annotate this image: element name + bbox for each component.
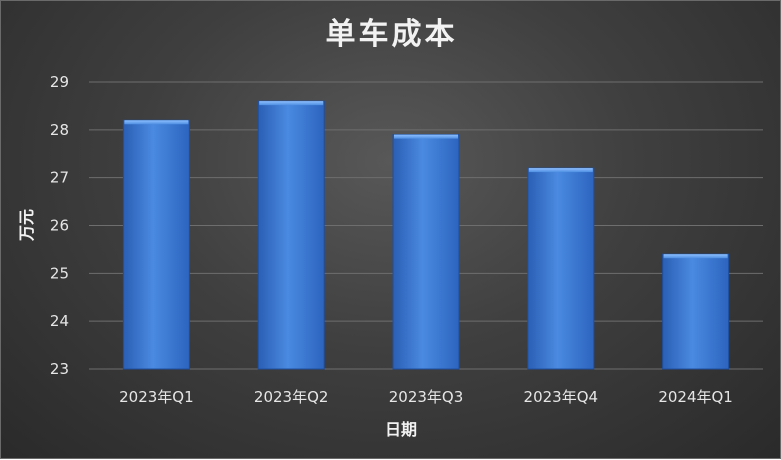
y-tick-labels: 23 24 25 26 27 28 29 <box>50 73 69 378</box>
y-axis-title: 万元 <box>17 209 36 242</box>
bar <box>392 134 460 370</box>
bars <box>122 100 730 370</box>
x-tick-label: 2023年Q3 <box>389 388 464 406</box>
x-tick-labels: 2023年Q1 2023年Q2 2023年Q3 2023年Q4 2024年Q1 <box>119 388 733 406</box>
y-tick-label: 26 <box>50 217 69 235</box>
bar-top-highlight <box>124 120 189 125</box>
x-tick-label: 2023年Q1 <box>119 388 194 406</box>
y-tick-label: 23 <box>50 360 69 378</box>
y-tick-label: 25 <box>50 264 69 282</box>
y-tick-label: 27 <box>50 169 69 187</box>
y-tick-label: 29 <box>50 73 69 91</box>
bar-top-highlight <box>528 168 593 173</box>
bar-top-highlight <box>663 254 728 259</box>
x-tick-label: 2024年Q1 <box>658 388 733 406</box>
bar-top-highlight <box>394 134 458 139</box>
bar <box>257 100 325 370</box>
x-tick-label: 2023年Q2 <box>254 388 329 406</box>
y-tick-label: 24 <box>50 312 69 330</box>
bar <box>527 167 595 370</box>
bar <box>662 253 730 370</box>
x-axis-title: 日期 <box>385 420 417 439</box>
bar <box>122 119 190 370</box>
chart-title: 单车成本 <box>325 17 458 52</box>
y-tick-label: 28 <box>50 121 69 139</box>
bar-top-highlight <box>259 101 324 106</box>
x-tick-label: 2023年Q4 <box>524 388 599 406</box>
